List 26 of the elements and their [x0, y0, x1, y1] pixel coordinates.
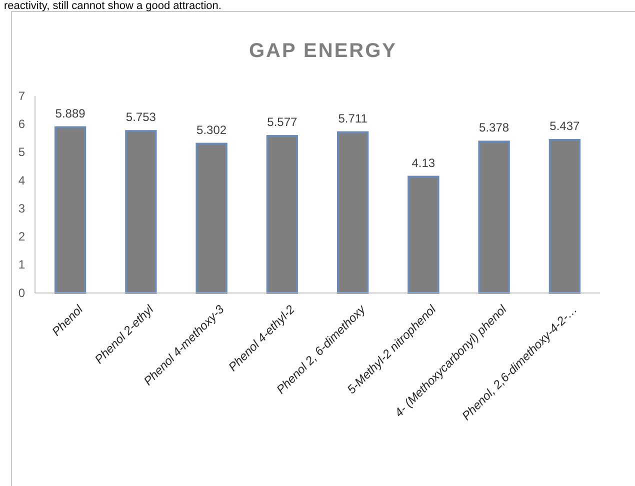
y-tick-label: 4: [18, 173, 26, 188]
data-label: 5.302: [196, 122, 227, 137]
bar: [548, 138, 581, 294]
data-label: 4.13: [412, 156, 436, 170]
y-tick-label: 6: [18, 116, 26, 131]
data-label: 5.711: [338, 111, 368, 126]
data-label: 5.437: [550, 118, 580, 133]
data-label: 5.889: [55, 106, 86, 120]
y-tick-label: 0: [18, 286, 26, 300]
bar: [478, 140, 510, 294]
bar: [125, 130, 157, 294]
data-label: 5.577: [267, 115, 298, 130]
bar: [54, 126, 86, 294]
y-tick-label: 7: [18, 88, 26, 103]
data-label: 5.378: [479, 120, 510, 135]
chart-title: GAP ENERGY: [249, 40, 397, 62]
bar: [408, 176, 440, 294]
y-tick-label: 3: [18, 201, 26, 216]
bar: [336, 131, 369, 294]
y-tick-label: 2: [18, 230, 26, 244]
bar: [196, 142, 228, 294]
y-tick-label: 5: [18, 145, 26, 160]
bar: [266, 135, 298, 294]
y-tick-label: 1: [18, 258, 26, 272]
text: reactivity, still cannot show a good attraction.: [4, 0, 222, 12]
data-label: 5.753: [126, 110, 156, 124]
